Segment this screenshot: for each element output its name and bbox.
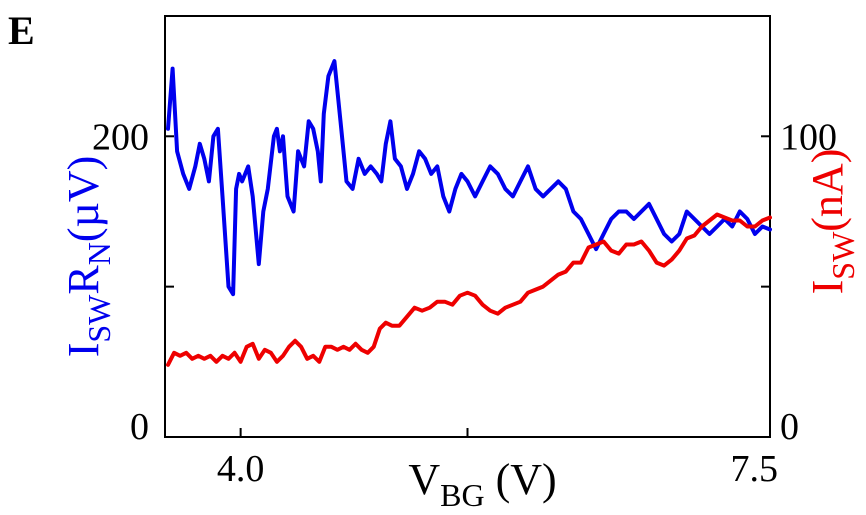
y-right-tick-label: 100 — [780, 116, 837, 158]
x-tick-label: 7.5 — [731, 448, 779, 490]
y-left-tick-label: 0 — [130, 406, 149, 448]
axes — [164, 15, 771, 438]
x-axis-title-sub: BG — [440, 477, 484, 510]
y-right-title-unit: (nA) — [803, 149, 852, 232]
series-line-left — [166, 59, 772, 297]
x-axis-title: VBG (V) — [408, 455, 556, 510]
y-left-tick-label: 200 — [92, 116, 149, 158]
y-right-axis-title: ISW(nA) — [803, 149, 861, 295]
y-left-title-unit: (µV) — [59, 156, 108, 242]
y-left-title-r-sub: N — [81, 242, 117, 265]
y-right-title-group: ISW(nA) — [803, 149, 861, 295]
y-left-title-i-sub: SW — [81, 294, 117, 343]
y-left-title-r: R — [59, 265, 108, 295]
y-left-axis-title: ISWRN(µV) — [59, 156, 117, 358]
y-right-tick-label: 0 — [780, 406, 799, 448]
series-line-right — [166, 212, 772, 367]
y-left-title-i: I — [59, 343, 108, 358]
y-right-title-i-sub: SW — [825, 231, 861, 280]
x-tick-label: 4.0 — [217, 448, 265, 490]
y-left-title-group: ISWRN(µV) — [59, 156, 117, 358]
panel-label: E — [8, 8, 35, 53]
series-layer — [166, 59, 772, 367]
y-right-title-i: I — [803, 280, 852, 295]
x-axis-title-unit: (V) — [485, 455, 557, 504]
x-axis-title-main: V — [408, 455, 440, 504]
